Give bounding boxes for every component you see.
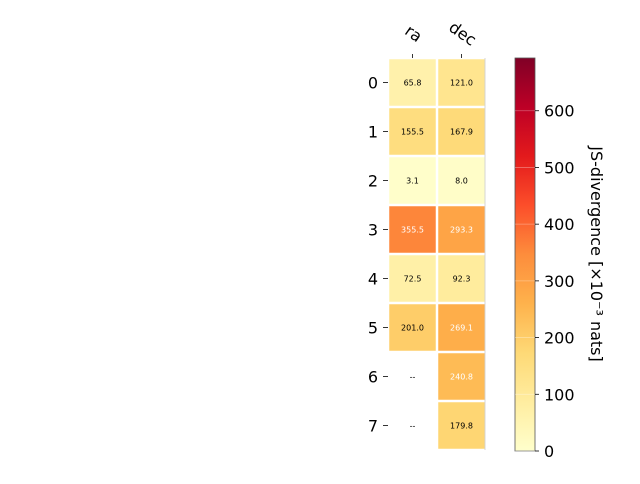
heatmap-cell <box>438 353 485 400</box>
heatmap-cell <box>389 206 436 253</box>
colorbar-tick-label: 200 <box>544 329 575 348</box>
row-label: 4 <box>368 270 378 289</box>
colorbar-tick-label: 600 <box>544 102 575 121</box>
heatmap-cell-label: 293.3 <box>450 226 473 235</box>
column-axis: ra dec <box>401 17 480 58</box>
heatmap-cell-label: 201.0 <box>401 324 424 333</box>
row-label: 6 <box>368 368 378 387</box>
colorbar-tick-label: 300 <box>544 272 575 291</box>
heatmap-cell-label: -- <box>410 373 416 382</box>
colorbar-tick-label: 100 <box>544 385 575 404</box>
row-label: 0 <box>368 74 378 93</box>
heatmap-cell-label: 121.0 <box>450 79 473 88</box>
heatmap-cell-labels: 65.8 121.0 155.5 167.9 3.1 8.0 355.5 293.3 72.5 9… <box>401 79 473 431</box>
colorbar-ticks: 0 100 200 300 400 500 600 <box>515 102 575 461</box>
row-label: 3 <box>368 221 378 240</box>
heatmap-cell-label: 240.8 <box>450 373 473 382</box>
heatmap-cell-label: 8.0 <box>455 177 468 186</box>
heatmap-cell <box>438 402 485 449</box>
row-label: 2 <box>368 172 378 191</box>
heatmap-cell <box>389 255 436 302</box>
colorbar-tick-label: 500 <box>544 158 575 177</box>
colorbar: 0 100 200 300 400 500 600 JS-divergence [×10⁻³… <box>514 57 606 461</box>
row-axis: 0 1 2 3 4 5 6 7 <box>368 74 388 436</box>
heatmap-cell <box>389 108 436 155</box>
heatmap-cell <box>438 255 485 302</box>
heatmap-cell <box>389 304 436 351</box>
heatmap-cell <box>389 59 436 106</box>
heatmap-cell <box>438 59 485 106</box>
colorbar-tick-label: 400 <box>544 215 575 234</box>
heatmap-cell <box>438 304 485 351</box>
heatmap-cells <box>389 58 486 450</box>
heatmap-cell <box>438 108 485 155</box>
heatmap-cell-label: 355.5 <box>401 226 424 235</box>
heatmap-cell <box>438 157 485 204</box>
heatmap-cell <box>389 157 436 204</box>
heatmap-cell <box>438 206 485 253</box>
colorbar-gradient <box>514 57 536 452</box>
colorbar-tick-label: 0 <box>544 442 554 461</box>
row-label: 1 <box>368 123 378 142</box>
heatmap-cell-label: -- <box>410 422 416 431</box>
row-label: 5 <box>368 319 378 338</box>
heatmap-cell-label: 179.8 <box>450 422 473 431</box>
heatmap-cell-label: 65.8 <box>404 79 422 88</box>
column-label: dec <box>445 17 479 49</box>
heatmap-cell-label: 92.3 <box>453 275 471 284</box>
column-label: ra <box>401 21 425 46</box>
heatmap-cell-label: 269.1 <box>450 324 473 333</box>
heatmap-cell-label: 155.5 <box>401 128 424 137</box>
heatmap-cell-label: 72.5 <box>404 275 422 284</box>
colorbar-label: JS-divergence [×10⁻³ nats] <box>587 145 606 361</box>
heatmap-cell-label: 3.1 <box>406 177 419 186</box>
heatmap-cell-label: 167.9 <box>450 128 473 137</box>
row-label: 7 <box>368 417 378 436</box>
